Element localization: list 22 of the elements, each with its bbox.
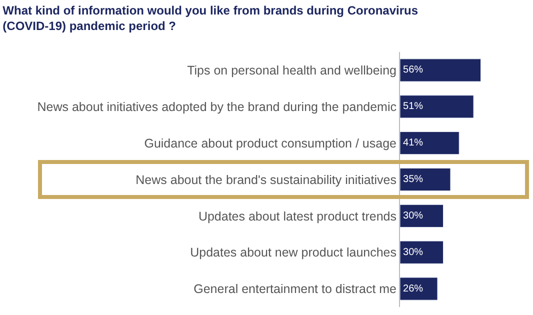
bar [400,168,451,192]
data-label: 26% [403,283,424,294]
y-tick-label: Guidance about product consumption / usage [144,136,397,150]
data-label: 51% [403,101,424,112]
text: What kind of information would you like from brands during Coronavirus (COVID-19) pandemic period ? [2,3,418,33]
bar [400,240,444,264]
y-tick-label: Updates about latest product trends [198,209,396,224]
bar [400,204,444,228]
data-label: 30% [403,246,424,258]
data-label: 56% [403,64,424,76]
bar [400,132,460,155]
bar [400,95,474,118]
data-label: 35% [403,174,424,185]
data-label: 30% [403,210,424,222]
y-tick-label: Tips on personal health and wellbeing [187,64,397,78]
data-label: 41% [403,138,424,149]
y-tick-label: Updates about new product launches [190,246,396,260]
y-tick-label: News about initiatives adopted by the brand during the pandemic [37,100,396,114]
bar [400,277,438,300]
y-tick-label: General entertainment to distract me [194,282,397,296]
bar [400,58,481,82]
y-tick-label: News about the brand's sustainability initiatives [136,172,396,187]
